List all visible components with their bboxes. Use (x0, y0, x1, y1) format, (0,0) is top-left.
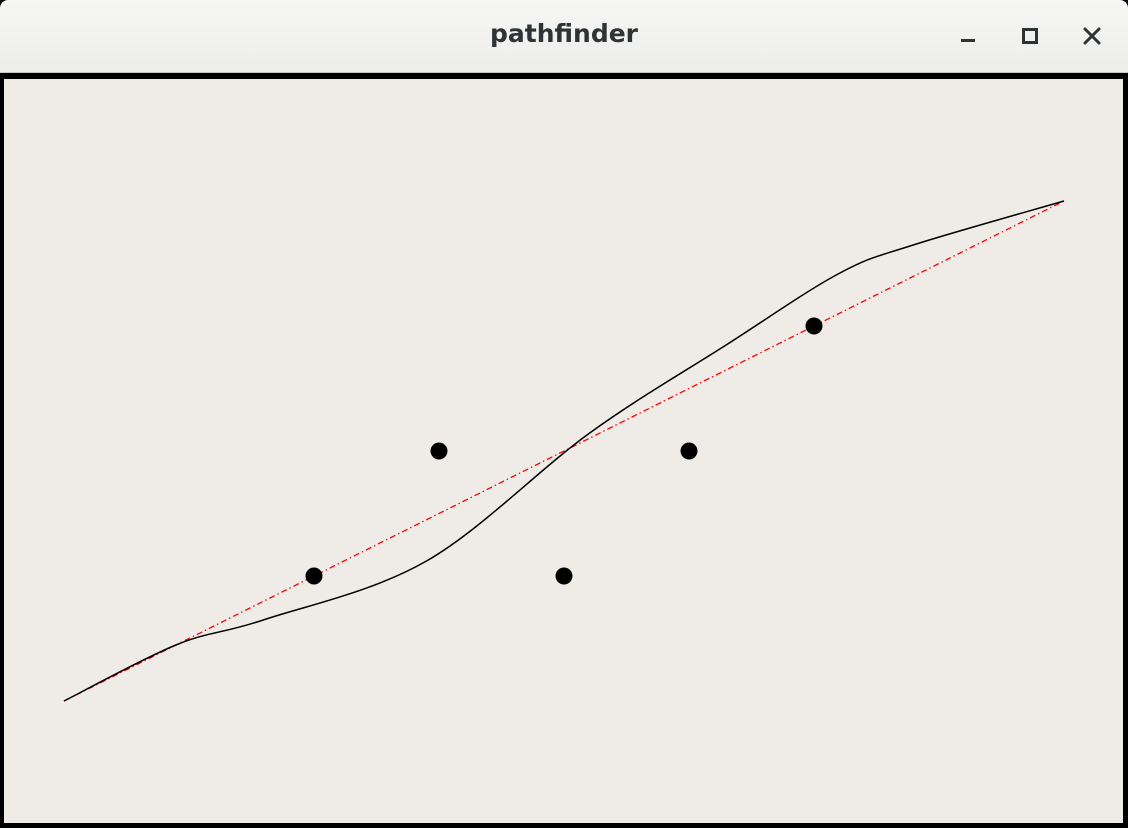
straight-line (63, 200, 1065, 702)
obstacle-point (805, 317, 823, 335)
scene-svg (63, 200, 1065, 702)
close-button[interactable] (1074, 18, 1110, 54)
obstacle-point (555, 567, 573, 585)
title-bar[interactable]: pathfinder (0, 0, 1128, 73)
obstacle-point (305, 567, 323, 585)
maximize-button[interactable] (1012, 18, 1048, 54)
drawing-canvas[interactable] (3, 78, 1124, 824)
window-title: pathfinder (489, 19, 639, 48)
close-icon (1083, 27, 1101, 45)
obstacle-point (680, 442, 698, 460)
minimize-button[interactable] (950, 18, 986, 54)
minimize-icon (961, 39, 975, 42)
maximize-icon (1022, 28, 1038, 44)
obstacle-point (430, 442, 448, 460)
planned-path (63, 200, 1065, 702)
